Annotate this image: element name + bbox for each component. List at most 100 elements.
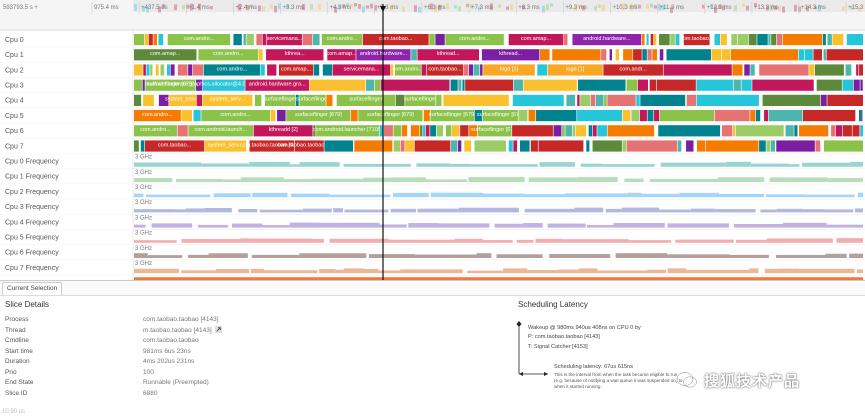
cpu-slice[interactable] <box>530 140 538 152</box>
cpu-slice[interactable] <box>145 79 196 91</box>
track-android-app-startups[interactable]: Android App Startupscom.taobao.taobao <box>0 275 865 280</box>
cpu-slice[interactable] <box>711 49 722 61</box>
cpu-slice[interactable] <box>134 64 143 76</box>
cpu-slice[interactable] <box>565 125 573 137</box>
cpu-slice[interactable] <box>827 94 863 106</box>
cpu-slice[interactable] <box>270 110 276 122</box>
cpu-slice[interactable] <box>457 140 462 152</box>
cpu-slice[interactable] <box>400 140 405 152</box>
cpu-slice[interactable] <box>513 79 523 91</box>
cpu-slice[interactable] <box>798 49 805 61</box>
cpu-slice[interactable] <box>776 140 815 152</box>
cpu-slice[interactable] <box>354 140 393 152</box>
cpu-slice[interactable] <box>537 64 548 76</box>
cpu-slice[interactable] <box>256 34 262 46</box>
track-cpu-3-frequency[interactable]: Cpu 3 Frequency 3 GHz <box>0 199 865 215</box>
cpu-slice[interactable] <box>140 140 145 152</box>
cpu-slice[interactable] <box>299 94 326 106</box>
cpu-slice[interactable] <box>445 34 504 46</box>
cpu-slice[interactable] <box>512 125 553 137</box>
cpu-slice[interactable] <box>650 34 654 46</box>
cpu-slice[interactable] <box>177 125 188 137</box>
cpu-slice[interactable] <box>465 79 514 91</box>
cpu-slice[interactable] <box>666 49 711 61</box>
cpu-slice[interactable] <box>809 64 815 76</box>
cpu-slice[interactable] <box>518 110 528 122</box>
cpu-slice[interactable] <box>762 94 821 106</box>
cpu-slice[interactable] <box>631 110 640 122</box>
cpu-slice[interactable] <box>264 94 296 106</box>
cpu-slice[interactable] <box>658 125 721 137</box>
cpu-slice[interactable] <box>262 34 267 46</box>
cpu-slice[interactable] <box>188 64 193 76</box>
cpu-slice[interactable] <box>430 125 436 137</box>
cpu-slice[interactable] <box>804 49 813 61</box>
cpu-slice[interactable] <box>321 34 363 46</box>
cpu-slice[interactable] <box>755 110 761 122</box>
cpu-slice[interactable] <box>771 34 777 46</box>
cpu-slice[interactable] <box>192 64 204 76</box>
cpu-slice[interactable] <box>659 34 670 46</box>
cpu-slice[interactable] <box>764 110 769 122</box>
cpu-slice[interactable] <box>815 140 821 152</box>
cpu-slice[interactable] <box>394 64 421 76</box>
cpu-slice[interactable] <box>601 49 607 61</box>
cpu-slice[interactable] <box>647 49 652 61</box>
track-cpu-1[interactable]: Cpu 1 com.amap... com.andro... kthrea... com… <box>0 47 865 63</box>
tab-current-selection[interactable]: Current Selection <box>2 282 63 295</box>
cpu-slice[interactable] <box>326 94 333 106</box>
cpu-slice[interactable] <box>435 34 445 46</box>
cpu-slice[interactable] <box>626 140 678 152</box>
cpu-slice[interactable] <box>860 79 863 91</box>
cpu-slice[interactable] <box>785 125 794 137</box>
cpu-slice[interactable] <box>538 140 584 152</box>
track-cpu-0-frequency[interactable]: Cpu 0 Frequency 3 GHz <box>0 153 865 170</box>
cpu-slice[interactable] <box>196 79 203 91</box>
cpu-slice[interactable] <box>846 34 863 46</box>
cpu-slice[interactable] <box>302 34 313 46</box>
cpu-slice[interactable] <box>436 125 443 137</box>
cpu-slice[interactable] <box>450 79 458 91</box>
cpu-slice[interactable] <box>143 64 146 76</box>
cpu-slice[interactable] <box>286 110 351 122</box>
cpu-slice[interactable] <box>686 140 694 152</box>
cpu-slice[interactable] <box>150 64 153 76</box>
cpu-slice[interactable] <box>327 49 356 61</box>
cpu-slice[interactable] <box>405 140 414 152</box>
cpu-slice[interactable] <box>856 64 859 76</box>
cpu-slice[interactable] <box>683 34 710 46</box>
cpu-slice[interactable] <box>202 94 253 106</box>
cpu-slice[interactable] <box>720 34 727 46</box>
cpu-slice[interactable] <box>469 125 478 137</box>
cpu-slice[interactable] <box>633 49 642 61</box>
cpu-slice[interactable] <box>170 64 175 76</box>
cpu-slice[interactable] <box>640 94 686 106</box>
cpu-slice[interactable] <box>816 79 842 91</box>
cpu-slice[interactable] <box>134 110 181 122</box>
cpu-slice[interactable] <box>732 125 735 137</box>
cpu-slice[interactable] <box>142 79 145 91</box>
cpu-slice[interactable] <box>332 64 391 76</box>
cpu-slice[interactable] <box>813 49 823 61</box>
cpu-slice[interactable] <box>577 79 626 91</box>
cpu-slice[interactable] <box>254 94 262 106</box>
cpu-slice[interactable] <box>452 125 460 137</box>
cpu-slice[interactable] <box>417 49 480 61</box>
cpu-slice[interactable] <box>696 94 759 106</box>
cpu-slice[interactable] <box>393 125 402 137</box>
cpu-slice[interactable] <box>295 94 299 106</box>
cpu-slice[interactable] <box>160 64 165 76</box>
cpu-slice[interactable] <box>752 79 814 91</box>
track-cpu-2-frequency[interactable]: Cpu 2 Frequency 3 GHz <box>0 184 865 200</box>
cpu-slice[interactable] <box>642 49 647 61</box>
cpu-slice[interactable] <box>528 110 536 122</box>
cpu-slice[interactable] <box>481 49 540 61</box>
cpu-slice[interactable] <box>146 64 150 76</box>
cpu-slice[interactable] <box>623 49 633 61</box>
cpu-slice[interactable] <box>362 34 429 46</box>
cpu-slice[interactable] <box>759 64 809 76</box>
cpu-slice[interactable] <box>577 94 580 106</box>
cpu-slice[interactable] <box>390 64 394 76</box>
cpu-slice[interactable] <box>540 49 550 61</box>
cpu-slice[interactable] <box>405 94 436 106</box>
